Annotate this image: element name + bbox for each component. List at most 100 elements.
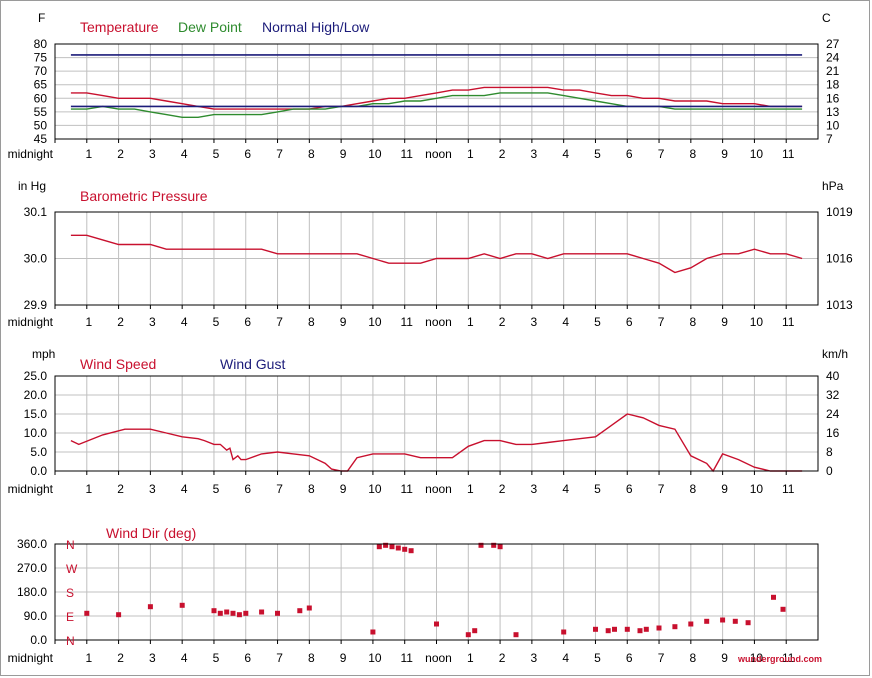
x-tick-label: 8 — [689, 482, 696, 496]
x-tick-label: 4 — [181, 482, 188, 496]
x-tick-label: 8 — [308, 147, 315, 161]
compass-label: N — [66, 538, 75, 552]
wind-dir-point — [472, 628, 478, 634]
compass-label: N — [66, 634, 75, 648]
wind-dir-point — [637, 628, 643, 634]
x-tick-label: 6 — [626, 651, 633, 665]
x-tick-label: noon — [425, 651, 452, 665]
x-tick-label: 2 — [117, 147, 124, 161]
x-tick-label: 11 — [782, 315, 795, 329]
x-tick-label: 8 — [689, 147, 696, 161]
x-tick-label: 3 — [149, 482, 156, 496]
wind-dir-point — [704, 618, 710, 624]
series-line-dew-point — [70, 92, 803, 118]
legend-entry: Wind Gust — [220, 356, 285, 372]
compass-label: W — [66, 562, 78, 576]
wind-dir-point — [612, 626, 617, 632]
x-tick-label: 3 — [531, 315, 538, 329]
x-tick-label: 6 — [244, 147, 251, 161]
wind-dir-point — [408, 548, 414, 554]
legend-entry: Normal High/Low — [262, 19, 370, 35]
y-tick-right: 16 — [826, 91, 840, 105]
x-tick-label: 7 — [276, 315, 283, 329]
y-tick-left: 80 — [34, 37, 48, 51]
x-tick-label: 10 — [368, 482, 382, 496]
wind-dir-point — [732, 618, 738, 624]
x-tick-label: 2 — [117, 315, 124, 329]
x-tick-label: 3 — [149, 651, 156, 665]
brand-label: wunderground.com — [737, 654, 822, 664]
x-tick-label: 1 — [467, 315, 474, 329]
x-tick-label: 6 — [626, 315, 633, 329]
y-tick-left: 70 — [34, 64, 48, 78]
wind-dir-point — [259, 609, 265, 615]
y-tick-left: 45 — [34, 132, 48, 146]
y-tick-left: 5.0 — [30, 445, 47, 459]
wind-dir-point — [624, 626, 630, 632]
wind-dir-point — [370, 629, 376, 635]
x-tick-label: 5 — [594, 482, 601, 496]
x-tick-label: 5 — [594, 315, 601, 329]
x-tick-label: 2 — [117, 651, 124, 665]
y-tick-right: 24 — [826, 407, 840, 421]
x-tick-label: 11 — [400, 651, 413, 665]
wind-dir-point — [147, 604, 153, 610]
legend-entry: Temperature — [80, 19, 159, 35]
wind-dir-point — [236, 612, 242, 618]
x-tick-label: 9 — [721, 651, 728, 665]
y-tick-left: 180.0 — [17, 585, 47, 599]
y-tick-right: 1019 — [826, 205, 853, 219]
x-tick-label: 11 — [400, 315, 413, 329]
y-tick-right: 40 — [826, 369, 840, 383]
wind-dir-point — [383, 542, 389, 548]
x-tick-label: 10 — [750, 147, 764, 161]
series-line-pressure — [70, 234, 803, 274]
x-tick-label: 7 — [658, 147, 665, 161]
y-tick-right: 13 — [826, 105, 840, 119]
wind-dir-point — [230, 610, 236, 616]
y-tick-left: 30.0 — [24, 252, 48, 266]
y-tick-left: 60 — [34, 91, 48, 105]
wind-dir-point — [513, 632, 519, 638]
x-tick-label: 7 — [658, 482, 665, 496]
compass-label: E — [66, 610, 74, 624]
x-tick-label: 10 — [368, 651, 382, 665]
x-tick-label: 3 — [531, 482, 538, 496]
y-tick-left: 25.0 — [24, 369, 48, 383]
wind-dir-point — [656, 625, 662, 631]
x-tick-label: 7 — [658, 651, 665, 665]
wind-dir-point — [605, 628, 611, 634]
x-tick-label: midnight — [8, 651, 54, 665]
y-tick-left: 30.1 — [24, 205, 48, 219]
y-tick-left: 360.0 — [17, 537, 47, 551]
x-tick-label: 3 — [531, 147, 538, 161]
wind-dir-point — [211, 608, 217, 614]
chart-title: Wind Dir (deg) — [106, 525, 196, 541]
x-tick-label: 4 — [562, 315, 569, 329]
right-unit: km/h — [822, 347, 848, 361]
wind-dir-point — [688, 621, 694, 627]
wind-dir-point — [771, 594, 776, 600]
y-tick-right: 18 — [826, 78, 840, 92]
x-tick-label: 11 — [782, 651, 795, 665]
wind-dir-point — [179, 602, 185, 608]
wind-dir-point — [491, 542, 497, 548]
wind-dir-point — [672, 624, 678, 630]
wind-dir-point — [217, 610, 223, 616]
x-tick-label: 5 — [594, 147, 601, 161]
wind-dir-point — [402, 546, 408, 552]
x-tick-label: 7 — [276, 651, 283, 665]
x-tick-label: noon — [425, 315, 452, 329]
y-tick-left: 55 — [34, 105, 48, 119]
x-tick-label: noon — [425, 482, 452, 496]
x-tick-label: 10 — [368, 147, 382, 161]
y-tick-left: 29.9 — [24, 298, 48, 312]
x-tick-label: 9 — [721, 147, 728, 161]
x-tick-label: 9 — [721, 315, 728, 329]
x-tick-label: 10 — [750, 315, 764, 329]
y-tick-left: 65 — [34, 78, 48, 92]
x-tick-label: 11 — [400, 482, 413, 496]
x-tick-label: 8 — [308, 651, 315, 665]
x-tick-label: 6 — [626, 482, 633, 496]
x-tick-label: 10 — [750, 482, 764, 496]
